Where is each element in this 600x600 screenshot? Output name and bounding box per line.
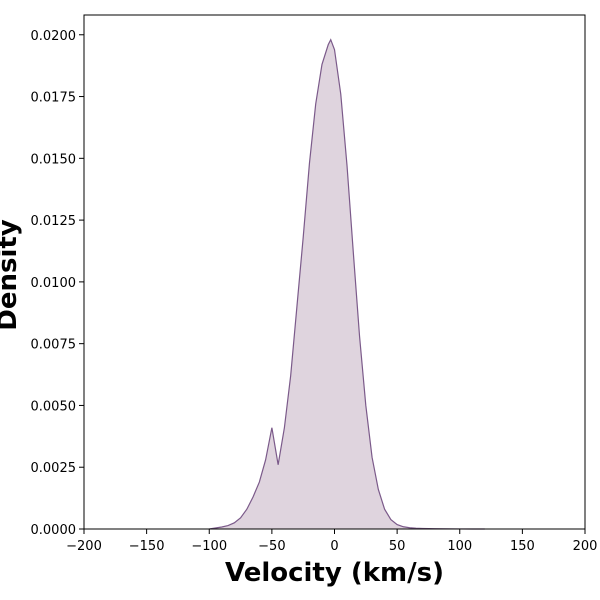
x-tick-label: 200 <box>573 539 598 554</box>
density-area <box>209 39 485 530</box>
density-line <box>209 38 485 530</box>
x-axis-label: Velocity (km/s) <box>225 558 444 588</box>
y-tick-label: 0.0000 <box>31 523 77 538</box>
y-axis-ticks: 0.0000 0.0025 0.0050 0.0075 0.0100 0.0125 0.01… <box>31 29 84 538</box>
y-axis-label: Density <box>0 219 23 331</box>
x-tick-label: 0 <box>330 539 338 554</box>
y-tick-label: 0.0200 <box>31 29 77 44</box>
x-axis-ticks: −200 −150 −100 −50 0 50 100 150 200 <box>66 529 597 554</box>
plot-area <box>209 38 485 530</box>
y-tick-label: 0.0175 <box>31 91 77 106</box>
y-tick-label: 0.0125 <box>31 214 77 229</box>
x-tick-label: −200 <box>66 539 102 554</box>
x-tick-label: 100 <box>447 539 472 554</box>
plot-frame <box>83 14 586 530</box>
x-tick-label: −150 <box>129 539 165 554</box>
x-tick-label: 50 <box>389 539 406 554</box>
y-tick-label: 0.0075 <box>31 338 77 353</box>
y-tick-label: 0.0025 <box>31 461 77 476</box>
y-tick-label: 0.0150 <box>31 152 77 167</box>
y-tick-label: 0.0050 <box>31 399 77 414</box>
x-tick-label: −100 <box>191 539 227 554</box>
x-tick-label: −50 <box>258 539 285 554</box>
x-tick-label: 150 <box>510 539 535 554</box>
y-tick-label: 0.0100 <box>31 276 77 291</box>
